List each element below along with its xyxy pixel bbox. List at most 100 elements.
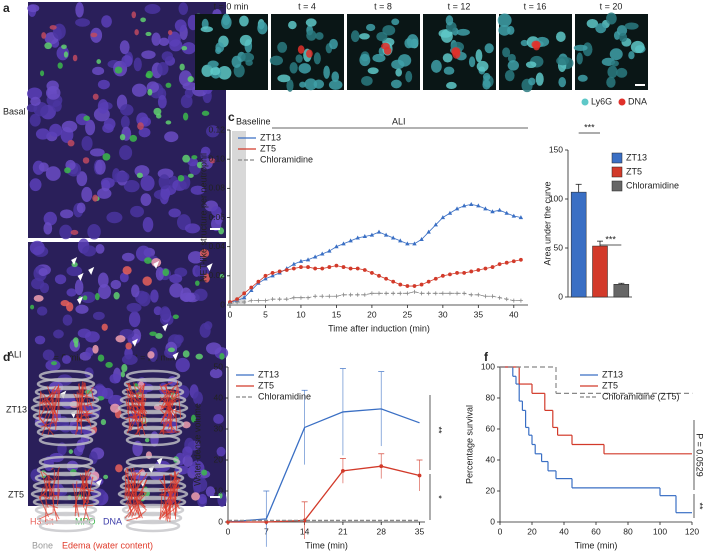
cell <box>87 224 101 240</box>
cell <box>122 266 132 275</box>
y-tick-label: 50 <box>214 361 224 371</box>
marker <box>249 288 254 293</box>
marker <box>298 258 304 263</box>
marker <box>412 241 417 246</box>
y-tick-label: 80 <box>486 392 496 402</box>
marker <box>355 292 360 297</box>
y-tick-label: 0.06 <box>208 212 225 222</box>
marker <box>306 295 311 300</box>
edema <box>139 500 146 508</box>
cell <box>92 66 105 76</box>
edema <box>126 394 141 404</box>
cell <box>138 127 151 138</box>
y-tick-label: 0 <box>218 516 223 526</box>
cell <box>213 413 224 424</box>
series-line <box>229 203 521 303</box>
cell <box>606 76 616 88</box>
marker <box>462 271 467 275</box>
cell <box>329 38 338 50</box>
edema <box>38 390 42 417</box>
rib <box>125 519 181 533</box>
x-tick-label: 15 <box>332 309 342 319</box>
marker <box>383 232 389 237</box>
marker <box>235 300 240 305</box>
cell <box>609 48 623 61</box>
cell <box>96 59 102 64</box>
cell <box>81 135 93 151</box>
rib <box>121 503 185 517</box>
marker <box>511 213 517 218</box>
edema <box>41 392 45 412</box>
cell <box>269 55 284 66</box>
row-label: ZT5 <box>8 489 24 499</box>
cell <box>192 477 208 492</box>
cell <box>555 31 566 42</box>
y-tick-label: 40 <box>486 454 496 464</box>
marker <box>242 300 247 305</box>
marker <box>483 206 488 211</box>
cell <box>34 335 46 345</box>
cell <box>49 25 57 30</box>
cell <box>468 56 476 68</box>
cell <box>210 67 221 76</box>
marker <box>490 294 495 299</box>
cell <box>140 17 146 23</box>
cell <box>39 282 50 294</box>
y-tick-label: 0.08 <box>208 183 225 193</box>
arrowhead <box>71 257 78 266</box>
annotation: ALI <box>392 116 406 126</box>
cell <box>391 18 400 26</box>
edema <box>134 493 141 501</box>
edema <box>127 396 130 409</box>
cell <box>75 18 91 27</box>
arrowhead <box>96 479 103 488</box>
cell <box>497 13 512 27</box>
edema <box>84 508 90 521</box>
marker <box>448 272 452 277</box>
cell <box>306 49 313 58</box>
marker <box>461 203 467 208</box>
marker <box>447 291 452 296</box>
marker <box>284 297 289 302</box>
cell <box>61 44 67 50</box>
cell <box>167 347 176 353</box>
cell <box>257 21 268 35</box>
marker <box>511 259 516 264</box>
y-tick-label: 0 <box>558 291 563 301</box>
cell <box>184 223 201 234</box>
legend-text: ZT13 <box>260 132 281 142</box>
rib <box>121 385 185 399</box>
cell <box>133 57 142 72</box>
cell <box>313 79 325 89</box>
time-label: t = 8 <box>374 1 392 11</box>
cell <box>97 354 105 362</box>
cell <box>315 32 324 40</box>
marker <box>320 251 325 256</box>
cell <box>113 292 120 300</box>
y-tick-label: 20 <box>214 454 224 464</box>
cell <box>100 177 115 189</box>
cell <box>556 56 570 66</box>
scale-bar <box>635 84 645 86</box>
cell <box>367 67 379 75</box>
cell <box>231 55 242 68</box>
edema <box>127 382 141 436</box>
x-tick-label: 25 <box>403 309 413 319</box>
edema <box>175 381 179 400</box>
y-axis-label: NET-like structure per neutrophil <box>198 153 208 282</box>
edema <box>57 471 59 499</box>
cell <box>178 2 189 15</box>
edema <box>159 493 166 496</box>
cell <box>27 4 40 13</box>
y-tick-label: 0.10 <box>208 153 225 163</box>
cell <box>134 29 139 36</box>
cell <box>50 361 58 366</box>
series-line <box>228 465 420 523</box>
marker <box>405 284 410 288</box>
marker <box>256 279 261 284</box>
edema <box>74 470 88 507</box>
cell <box>121 55 133 68</box>
y-tick-label: 100 <box>549 193 563 203</box>
cell <box>174 334 184 344</box>
legend-swatch <box>611 152 623 164</box>
